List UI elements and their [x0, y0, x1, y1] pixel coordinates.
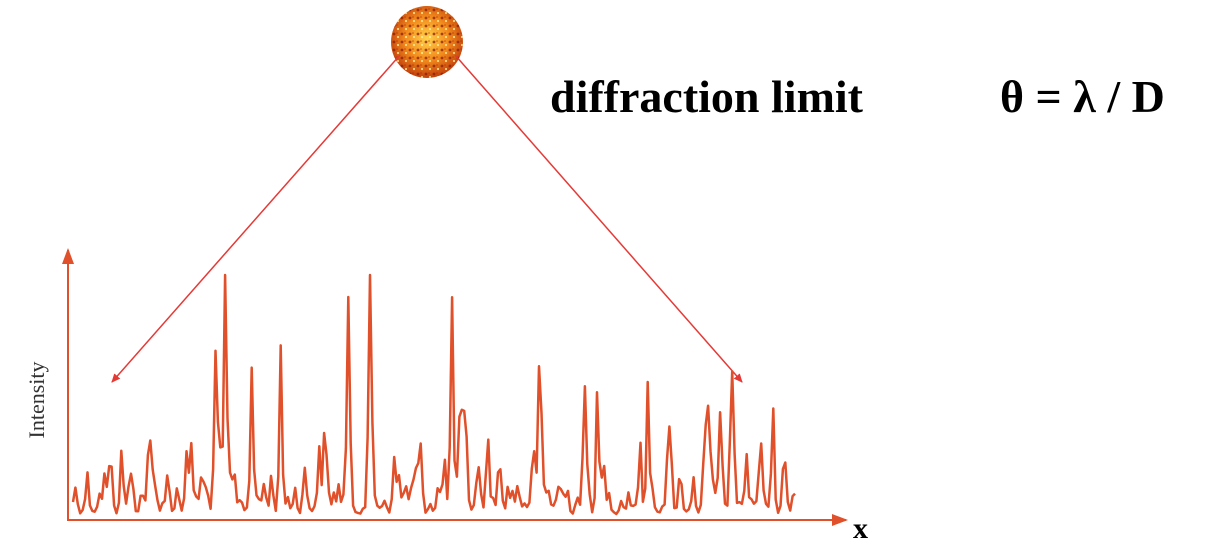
- diagram: diffraction limit θ = λ / D Intensity x: [0, 0, 1219, 545]
- intensity-curve: [73, 275, 795, 514]
- formula: θ = λ / D: [1000, 71, 1165, 122]
- star-speckle: [391, 6, 463, 78]
- x-axis-label: x: [853, 512, 868, 545]
- left-arrow: [112, 55, 400, 382]
- page: {"title": "diffraction limit", "formula"…: [0, 0, 1219, 545]
- title: diffraction limit: [550, 71, 864, 122]
- y-axis-label: Intensity: [24, 362, 49, 439]
